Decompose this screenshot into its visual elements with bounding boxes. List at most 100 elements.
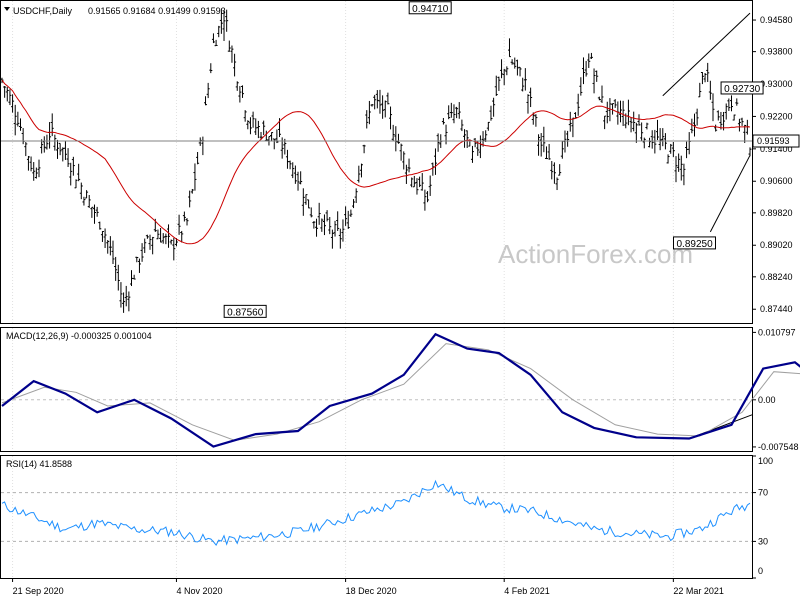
price-bar — [690, 118, 694, 134]
price-bar — [661, 128, 665, 147]
price-bar — [209, 63, 213, 74]
price-bar — [433, 148, 437, 175]
price-bar — [716, 110, 720, 121]
swing-price-label: 0.94710 — [408, 1, 452, 15]
price-bar — [576, 93, 580, 116]
price-bar — [198, 137, 202, 146]
price-bar — [500, 59, 504, 79]
price-bar — [322, 214, 326, 236]
price-bar — [56, 139, 60, 159]
price-bar — [589, 52, 593, 59]
price-bar — [497, 76, 501, 91]
price-bar — [230, 45, 234, 63]
price-bar — [426, 191, 430, 203]
price-bar — [77, 163, 81, 182]
price-bar — [391, 124, 395, 141]
y-tick-label: 0.90600 — [760, 176, 793, 186]
price-bar — [293, 165, 297, 184]
price-bar — [473, 138, 477, 148]
price-bar — [328, 216, 332, 235]
dropdown-triangle-icon[interactable] — [4, 7, 10, 11]
y-tick-label: 0.89020 — [760, 240, 793, 250]
price-bar — [727, 98, 731, 111]
price-bar — [378, 89, 382, 114]
price-bar — [605, 101, 609, 124]
price-bar — [441, 117, 445, 125]
price-bar — [740, 117, 744, 126]
price-bar — [650, 130, 654, 149]
price-bar — [336, 211, 340, 231]
price-bar — [595, 70, 599, 82]
price-bar — [148, 234, 152, 250]
price-bar — [352, 199, 356, 209]
price-bar — [235, 81, 239, 91]
price-bar — [177, 214, 181, 235]
price-bar — [682, 163, 686, 186]
price-bar — [523, 68, 527, 91]
price-bar — [470, 145, 474, 163]
price-bar — [677, 153, 681, 172]
price-bar — [357, 165, 361, 183]
price-bar — [449, 102, 453, 118]
price-bar — [167, 224, 171, 248]
rsi-y-tick-label: 0 — [758, 566, 763, 576]
price-bar — [19, 118, 23, 131]
price-bar — [45, 134, 49, 150]
price-bar — [711, 93, 715, 122]
price-bar — [486, 121, 490, 131]
price-bar — [550, 161, 554, 180]
channel-trendline — [709, 155, 751, 233]
price-bar — [743, 124, 747, 143]
price-bar — [560, 140, 564, 159]
price-bar — [34, 167, 38, 179]
svg-text:0.94710: 0.94710 — [412, 4, 449, 15]
price-bar — [5, 87, 9, 102]
price-bar — [362, 144, 366, 154]
price-bar — [299, 171, 303, 185]
price-bar — [296, 171, 300, 191]
price-bar — [66, 148, 70, 167]
price-bar — [507, 38, 511, 58]
price-bar — [460, 119, 464, 132]
price-bar — [526, 94, 530, 114]
price-bar — [732, 114, 736, 121]
price-bar — [571, 117, 575, 138]
price-bar — [214, 39, 218, 47]
price-bar — [700, 71, 704, 85]
price-bar — [233, 53, 237, 77]
price-bar — [370, 104, 374, 107]
price-bar — [95, 206, 99, 217]
price-bar — [11, 94, 15, 113]
price-bar — [225, 9, 229, 32]
price-bar — [103, 228, 107, 248]
price-bar — [116, 264, 120, 291]
channel-trendline — [662, 12, 751, 97]
price-bar — [613, 99, 617, 108]
price-bar — [53, 134, 57, 151]
price-bar — [301, 188, 305, 216]
price-bar — [137, 258, 141, 273]
price-bar — [182, 211, 186, 222]
price-bar — [505, 66, 509, 76]
price-bar — [407, 158, 411, 173]
price-bar — [190, 188, 194, 194]
price-bar — [640, 122, 644, 142]
macd-y-tick-label: -0.007548 — [758, 442, 799, 452]
price-bar — [238, 86, 242, 103]
price-bar — [307, 199, 311, 209]
price-bar — [122, 292, 126, 313]
price-bar — [161, 233, 165, 244]
price-bar — [32, 162, 36, 181]
price-bar — [719, 111, 723, 130]
price-bar — [404, 164, 408, 184]
price-bar — [330, 229, 334, 249]
price-bar — [552, 162, 556, 184]
price-bar — [359, 163, 363, 178]
price-bar — [481, 131, 485, 147]
price-bar — [206, 82, 210, 99]
price-bar — [317, 202, 321, 225]
price-bar — [93, 204, 97, 224]
price-bar — [706, 62, 710, 82]
x-tick-label: 22 Mar 2021 — [673, 586, 724, 596]
price-bar — [547, 143, 551, 160]
